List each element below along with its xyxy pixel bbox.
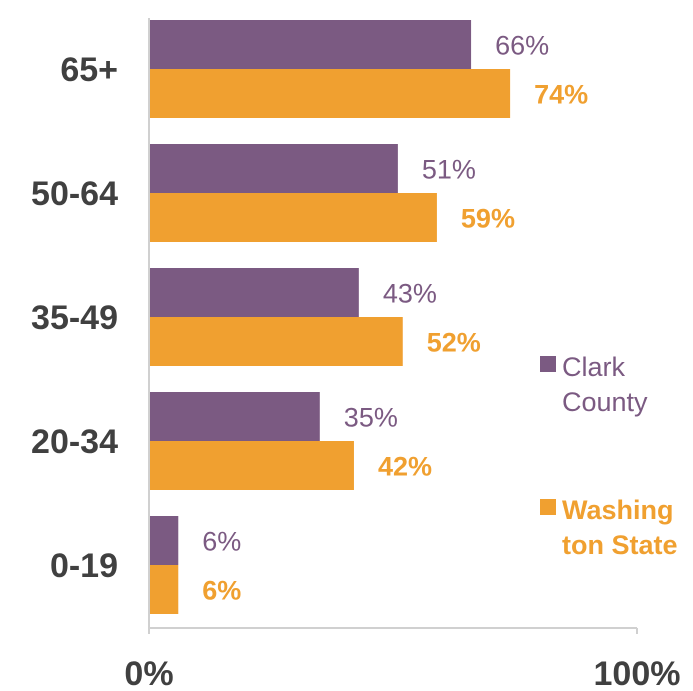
value-labels: 66% 74% 51% 59% 43% 52% 35% 42% 6% 6%: [202, 31, 588, 606]
x-tick-label-0: 0%: [124, 655, 173, 691]
value-label-washington-state-50-64: 59%: [461, 204, 515, 234]
value-label-clark-county-0-19: 6%: [202, 527, 241, 557]
value-label-washington-state-0-19: 6%: [202, 576, 241, 606]
bar-clark-county-65+: [149, 20, 472, 69]
category-labels: 65+ 50-64 35-49 20-34 0-19: [31, 51, 118, 585]
category-label-65+: 65+: [60, 51, 118, 89]
category-label-35-49: 35-49: [31, 299, 118, 337]
bar-clark-county-20-34: [149, 392, 320, 441]
category-label-20-34: 20-34: [31, 423, 118, 461]
legend-label-washington-state-line-0: Washing: [562, 495, 674, 525]
legend-label-washington-state-line-1: ton State: [562, 530, 678, 560]
x-tick-label-100: 100%: [594, 655, 681, 691]
legend-swatch-washington-state: [540, 499, 556, 515]
category-label-50-64: 50-64: [31, 175, 118, 213]
bar-washington-state-50-64: [149, 193, 437, 242]
bar-clark-county-50-64: [149, 144, 398, 193]
value-label-clark-county-35-49: 43%: [383, 279, 437, 309]
bars-layer: [149, 20, 511, 614]
category-label-0-19: 0-19: [50, 547, 118, 585]
value-label-clark-county-50-64: 51%: [422, 155, 476, 185]
legend-label-clark-county-line-0: Clark: [562, 352, 626, 382]
legend-label-clark-county-line-1: County: [562, 387, 648, 417]
bar-washington-state-65+: [149, 69, 511, 118]
legend: Clark County Washing ton State: [540, 352, 678, 560]
value-label-clark-county-65+: 66%: [495, 31, 549, 61]
legend-swatch-clark-county: [540, 356, 556, 372]
value-label-washington-state-35-49: 52%: [427, 328, 481, 358]
bar-clark-county-0-19: [149, 516, 179, 565]
value-label-washington-state-65+: 74%: [534, 80, 588, 110]
value-label-clark-county-20-34: 35%: [344, 403, 398, 433]
bar-clark-county-35-49: [149, 268, 359, 317]
bar-washington-state-20-34: [149, 441, 354, 490]
bar-washington-state-0-19: [149, 565, 179, 614]
value-label-washington-state-20-34: 42%: [378, 452, 432, 482]
bar-washington-state-35-49: [149, 317, 403, 366]
